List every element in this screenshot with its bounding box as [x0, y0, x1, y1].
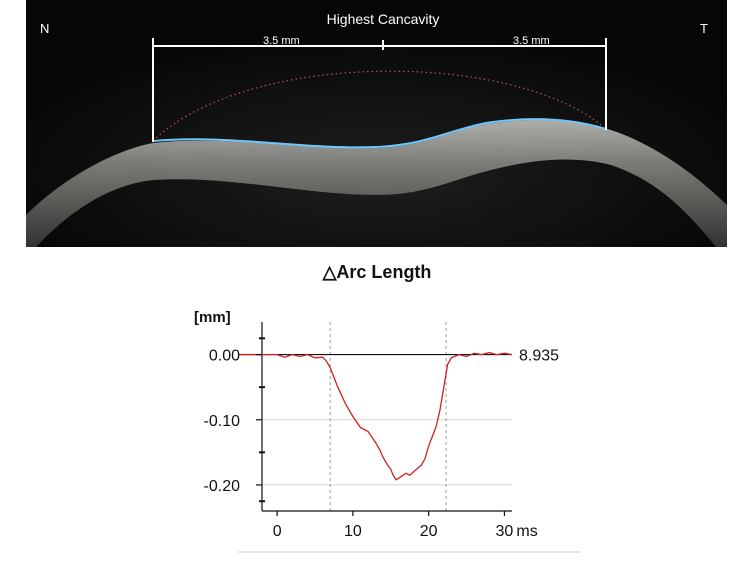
nasal-label: N [40, 21, 50, 36]
right-distance-label: 3.5 mm [513, 35, 550, 47]
x-tick-label: 10 [344, 523, 362, 540]
reference-value-label: 8.935 [519, 348, 559, 365]
series-line [262, 351, 513, 481]
anterior-surface-line [152, 118, 607, 149]
chart-title: △Arc Length [322, 262, 432, 282]
x-tick-label: 0 [273, 523, 282, 540]
x-axis-label: ms [516, 523, 537, 540]
x-tick-label: 20 [420, 523, 438, 540]
y-axis-label: [mm] [194, 309, 231, 326]
y-tick-label: -0.20 [204, 478, 241, 495]
scan-caption: Highest Cancavity [326, 11, 440, 27]
left-distance-label: 3.5 mm [263, 35, 300, 47]
cornea-layer [26, 120, 727, 247]
y-tick-label: 0.00 [209, 348, 240, 365]
oct-scan-graphic [26, 0, 727, 247]
oct-scan-image: N T Highest Cancavity 3.5 mm 3.5 mm [26, 0, 727, 247]
y-tick-label: -0.10 [204, 413, 241, 430]
scan-background [26, 0, 727, 247]
temporal-label: T [700, 21, 708, 36]
reference-arc-dotted [152, 70, 607, 142]
x-tick-label: 30 [496, 523, 514, 540]
